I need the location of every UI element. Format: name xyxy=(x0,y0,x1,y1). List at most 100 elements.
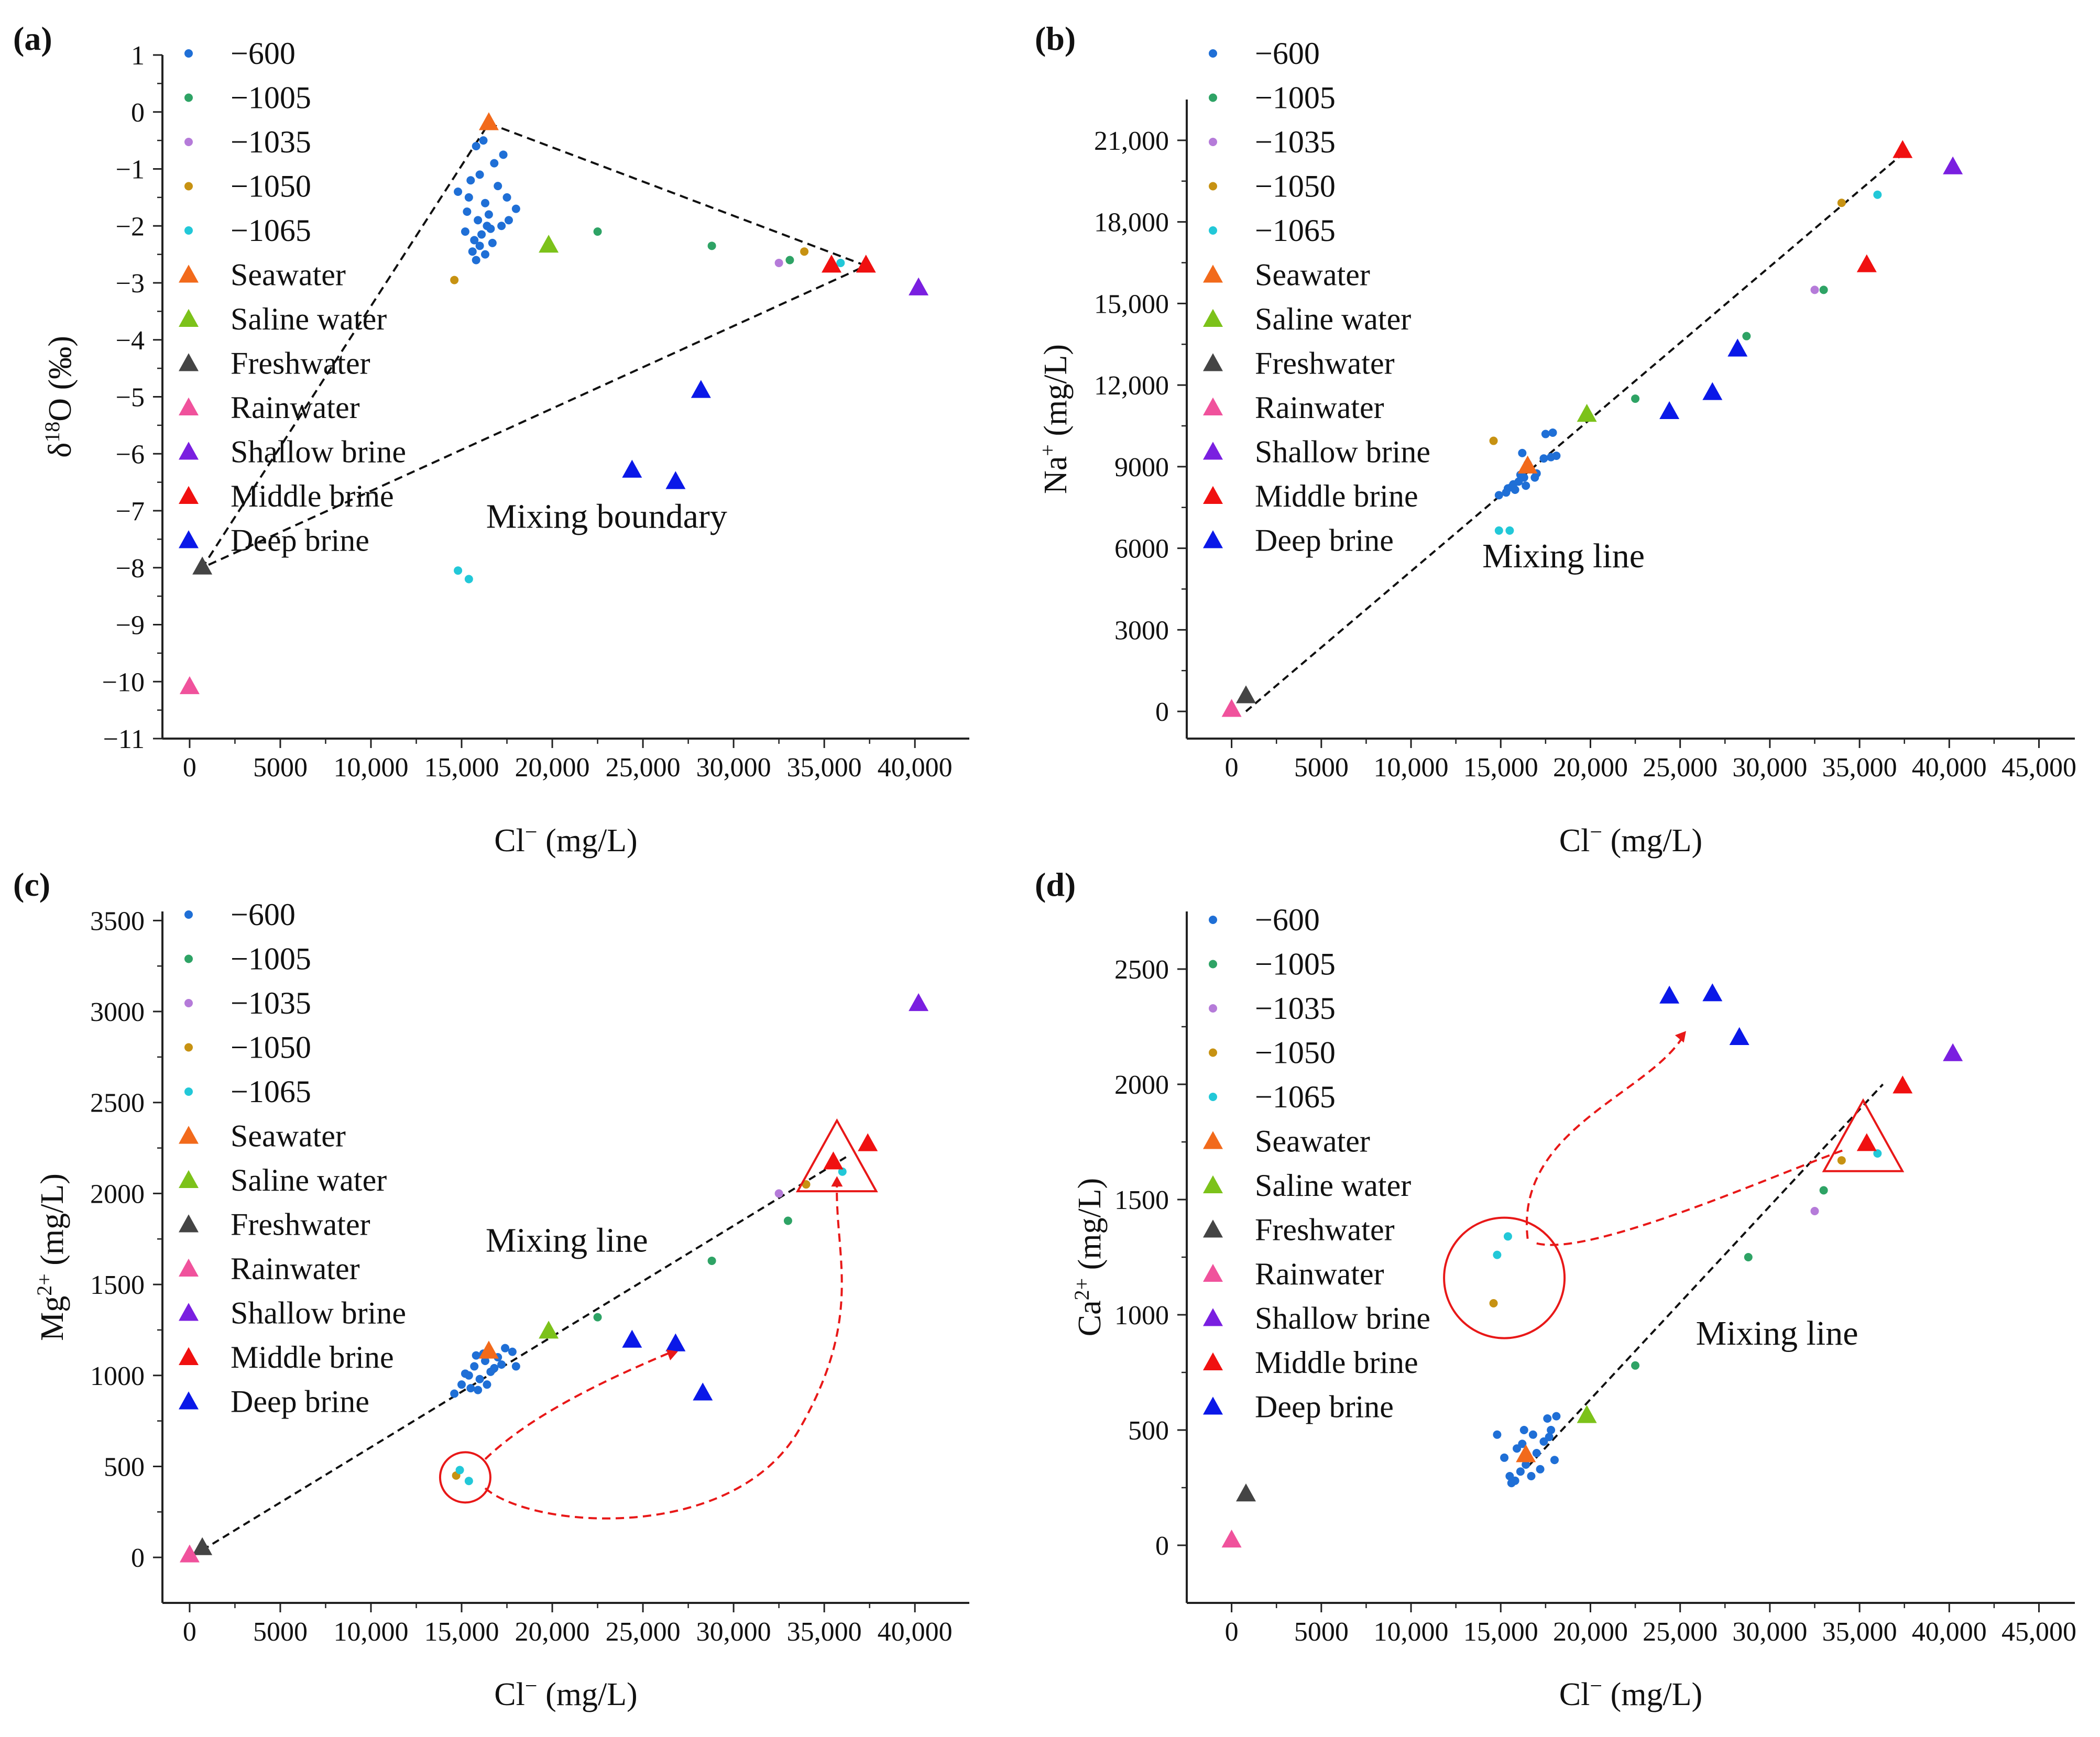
data-triangle xyxy=(909,993,929,1012)
legend-label: −1005 xyxy=(1255,947,1336,982)
data-point xyxy=(802,1180,811,1189)
legend-marker xyxy=(184,910,193,919)
y-title-part: Mg xyxy=(35,1296,70,1341)
data-point xyxy=(593,227,602,236)
legend-label: −1065 xyxy=(1255,1080,1336,1114)
legend-marker xyxy=(184,182,193,191)
y-title-part: (mg/L) xyxy=(1038,344,1074,444)
data-point xyxy=(454,566,463,575)
y-tick-label: 1 xyxy=(131,41,145,71)
data-triangle xyxy=(1943,156,1963,174)
legend-marker xyxy=(179,530,199,548)
data-point xyxy=(475,170,484,179)
data-triangle xyxy=(1702,382,1723,400)
data-point xyxy=(1536,1465,1545,1474)
legend-marker xyxy=(179,1126,199,1144)
data-point xyxy=(785,256,794,265)
data-point xyxy=(457,1380,466,1389)
data-point xyxy=(475,241,484,250)
data-point xyxy=(1507,1479,1516,1488)
legend-label: Middle brine xyxy=(1255,1345,1418,1380)
y-tick-label: 2000 xyxy=(90,1179,145,1209)
legend-marker xyxy=(1209,138,1217,146)
data-point xyxy=(497,222,506,230)
legend-marker xyxy=(1209,1048,1217,1057)
annotation-text: Mixing line xyxy=(486,1222,648,1260)
data-triangle xyxy=(1517,455,1538,474)
y-tick-label: 1500 xyxy=(90,1270,145,1300)
legend-marker xyxy=(184,49,193,58)
y-title-sup: 18 xyxy=(40,422,64,443)
data-triangle xyxy=(821,255,841,273)
legend-marker xyxy=(1209,226,1217,235)
data-triangle xyxy=(665,471,686,489)
legend-label: Shallow brine xyxy=(1255,435,1430,469)
legend-label: −1065 xyxy=(1255,213,1336,248)
legend-marker xyxy=(179,353,199,371)
y-axis-title: Mg2+ (mg/L) xyxy=(32,1173,71,1341)
x-tick-label: 35,000 xyxy=(1822,1617,1897,1647)
y-tick-label: 21,000 xyxy=(1094,126,1169,156)
data-point xyxy=(836,258,845,267)
legend-marker xyxy=(1209,1004,1217,1013)
data-point xyxy=(504,216,513,225)
data-triangle xyxy=(856,255,876,273)
data-point xyxy=(1493,1430,1502,1439)
data-point xyxy=(1539,454,1548,463)
x-tick-label: 35,000 xyxy=(787,753,862,783)
y-tick-label: 1000 xyxy=(1114,1301,1169,1331)
x-tick-label: 5000 xyxy=(1294,753,1349,783)
data-triangle xyxy=(622,459,642,478)
data-point xyxy=(497,1360,506,1369)
legend-marker xyxy=(184,138,193,146)
data-point xyxy=(511,204,520,213)
data-point xyxy=(1631,1361,1640,1370)
data-point xyxy=(1810,1207,1819,1215)
legend-marker xyxy=(184,999,193,1007)
data-point xyxy=(1505,526,1514,535)
y-title-sup: + xyxy=(1036,444,1059,456)
data-triangle xyxy=(1856,1133,1877,1151)
chart-panel-1: (a) 0 5000 10,000 15,000 20,000 25,000 30,000 35… xyxy=(13,20,969,859)
legend-label: −600 xyxy=(1255,903,1320,937)
y-tick-label: 0 xyxy=(131,98,145,128)
data-triangle xyxy=(1221,1529,1242,1548)
legend-marker xyxy=(1203,530,1223,548)
x-title-part: Cl xyxy=(494,823,525,859)
data-triangle xyxy=(622,1329,642,1348)
legend-label: Seawater xyxy=(1255,258,1370,292)
legend-marker xyxy=(1209,93,1217,102)
y-axis-title: δ18O (‰) xyxy=(40,336,79,458)
data-point xyxy=(1543,1414,1552,1423)
data-triangle xyxy=(179,1544,200,1563)
legend-marker xyxy=(1203,1219,1223,1238)
x-tick-label: 15,000 xyxy=(424,753,499,783)
mixing-line xyxy=(1245,153,1904,712)
data-point xyxy=(1810,285,1819,294)
legend-marker xyxy=(179,265,199,283)
x-axis-title: Cl− (mg/L) xyxy=(1559,820,1702,859)
data-point xyxy=(1494,491,1503,500)
y-tick-label: −4 xyxy=(116,326,145,356)
data-point xyxy=(499,150,508,159)
y-title-sup: 2+ xyxy=(1070,1278,1093,1301)
data-point xyxy=(1502,488,1511,497)
data-point xyxy=(593,1313,602,1322)
y-tick-label: −2 xyxy=(116,212,145,241)
legend-marker xyxy=(1203,1352,1223,1370)
data-point xyxy=(1541,430,1550,438)
x-tick-label: 15,000 xyxy=(1463,753,1538,783)
y-title-part: (mg/L) xyxy=(1072,1178,1108,1278)
legend-marker xyxy=(1203,1308,1223,1326)
x-tick-label: 25,000 xyxy=(606,753,681,783)
y-tick-label: 2500 xyxy=(90,1089,145,1118)
data-point xyxy=(486,224,495,233)
legend-label: Seawater xyxy=(1255,1124,1370,1159)
legend-marker xyxy=(1209,1093,1217,1101)
x-tick-label: 0 xyxy=(1225,753,1239,783)
data-point xyxy=(1873,190,1882,199)
x-tick-label: 5000 xyxy=(1294,1617,1349,1647)
y-tick-label: 500 xyxy=(1128,1416,1169,1446)
y-tick-label: 3000 xyxy=(90,997,145,1027)
x-tick-label: 5000 xyxy=(253,1617,308,1647)
